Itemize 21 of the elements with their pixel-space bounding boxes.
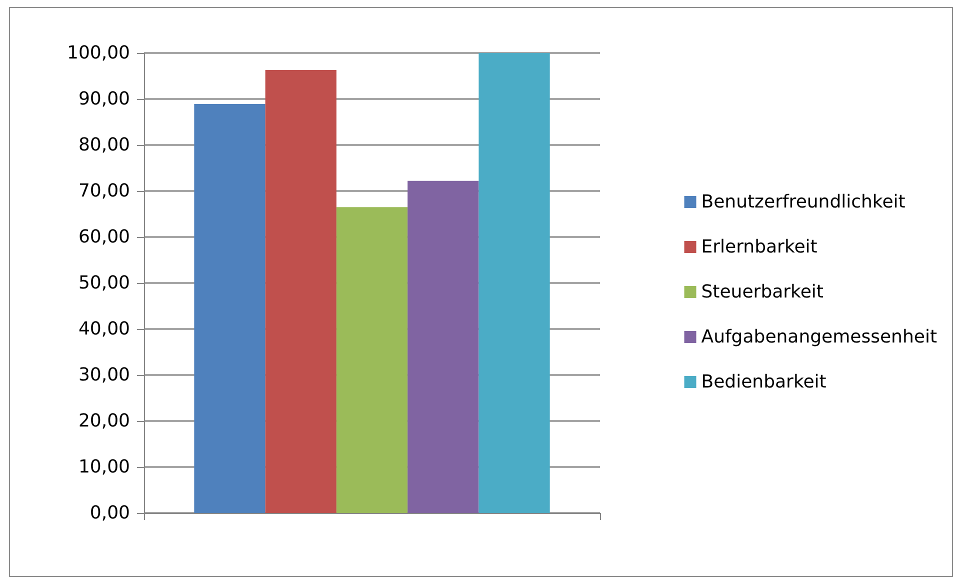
y-tick-label: 90,00 bbox=[78, 88, 130, 110]
y-tick-label: 20,00 bbox=[78, 410, 130, 432]
bar bbox=[265, 70, 336, 513]
legend-label: Benutzerfreundlichkeit bbox=[701, 192, 906, 212]
y-tick-label: 10,00 bbox=[78, 456, 130, 478]
bar bbox=[194, 104, 266, 513]
y-tick-label: 30,00 bbox=[78, 364, 130, 386]
bar bbox=[478, 53, 550, 513]
legend-label: Steuerbarkeit bbox=[701, 282, 824, 302]
y-tick-label: 80,00 bbox=[78, 134, 130, 156]
y-tick-label: 100,00 bbox=[67, 42, 130, 64]
legend-label: Erlernbarkeit bbox=[701, 236, 818, 258]
y-tick-label: 0,00 bbox=[90, 502, 130, 524]
bar bbox=[336, 207, 408, 513]
y-tick-label: 60,00 bbox=[78, 226, 130, 248]
y-tick-label: 70,00 bbox=[78, 180, 130, 202]
y-tick-label: 50,00 bbox=[78, 272, 130, 294]
bar bbox=[408, 180, 479, 513]
legend-label: Bedienbarkeit bbox=[701, 372, 826, 392]
y-tick-label: 40,00 bbox=[78, 318, 130, 340]
legend-label: Aufgabenangemessenheit bbox=[701, 326, 937, 348]
